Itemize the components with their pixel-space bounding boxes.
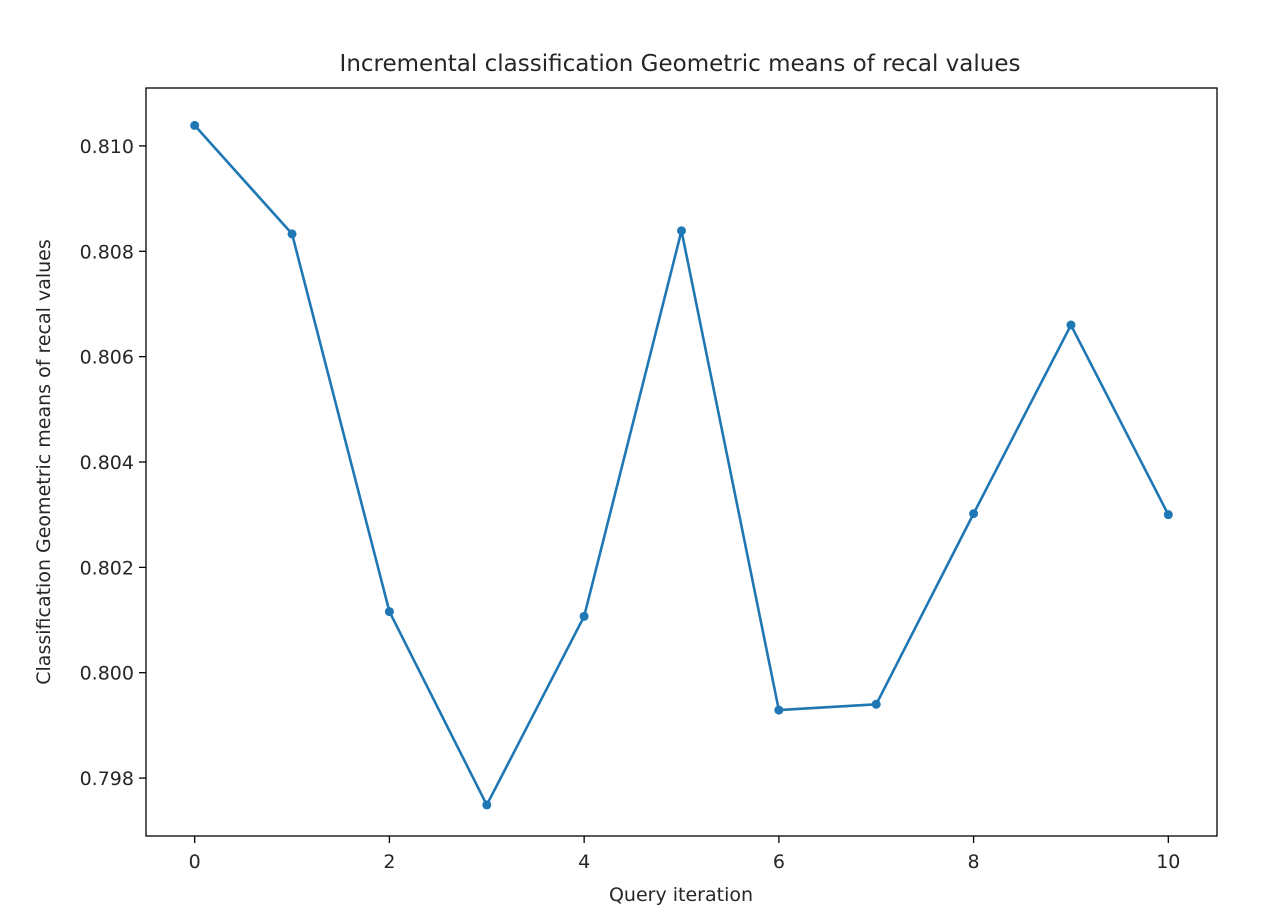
data-point	[287, 229, 297, 239]
data-point	[579, 611, 589, 621]
data-point	[969, 509, 979, 519]
data-point	[1163, 510, 1173, 520]
y-tick-label: 0.804	[80, 452, 134, 474]
y-tick-label: 0.800	[80, 663, 134, 685]
x-tick-label: 10	[1156, 851, 1180, 873]
y-tick-label: 0.810	[80, 136, 134, 158]
x-tick-label: 4	[578, 851, 590, 873]
plot-area: 0 2 4 6 8 10 0.798 0.800 0.802 0.804 0.806 0.808 0.8…	[80, 87, 1218, 873]
chart-title: Incremental classification Geometric mea…	[340, 51, 1021, 77]
data-point	[190, 120, 200, 130]
data-point	[774, 705, 784, 715]
data-point	[677, 226, 686, 236]
x-tick-label: 0	[189, 851, 201, 873]
y-tick-label: 0.802	[80, 557, 134, 579]
x-tick-label: 2	[383, 851, 395, 873]
data-point	[1066, 320, 1076, 330]
data-point	[871, 699, 881, 709]
x-tick-label: 8	[968, 851, 980, 873]
x-tick-label: 6	[773, 851, 785, 873]
y-tick-label: 0.798	[80, 768, 134, 790]
x-axis-label: Query iteration	[609, 884, 753, 906]
y-axis-label: Classification Geometric means of recal …	[33, 239, 55, 684]
data-point	[482, 800, 492, 810]
y-tick-label: 0.806	[80, 347, 134, 369]
data-point	[384, 607, 394, 617]
y-tick-label: 0.808	[80, 241, 134, 263]
